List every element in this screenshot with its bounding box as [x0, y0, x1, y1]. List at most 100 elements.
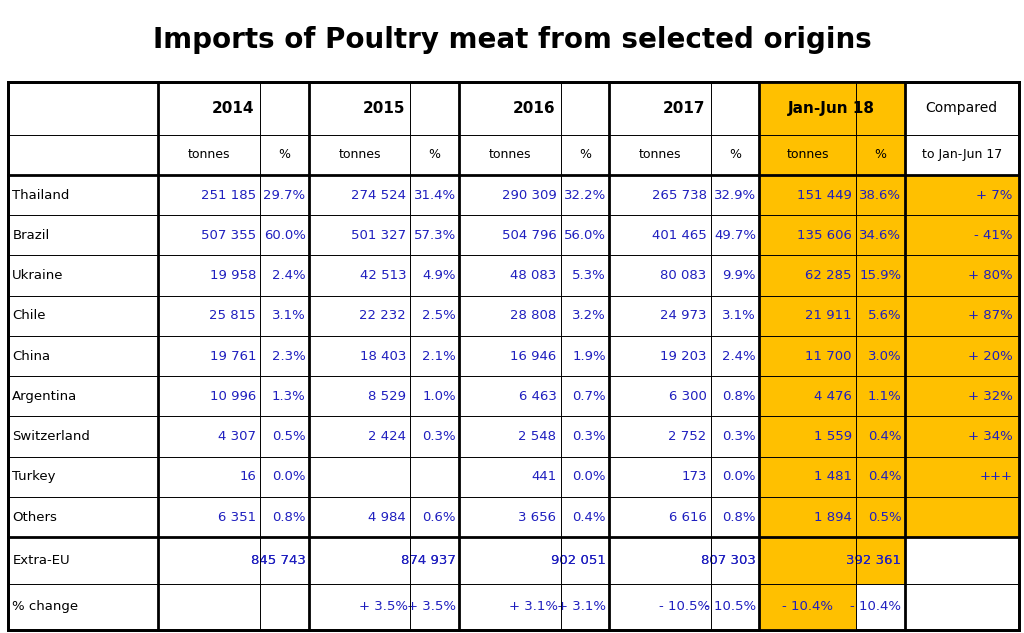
Text: 392 361: 392 361: [847, 554, 901, 567]
Text: 392 361: 392 361: [847, 554, 901, 567]
Text: 19 761: 19 761: [210, 349, 256, 363]
Text: 845 743: 845 743: [251, 554, 305, 567]
Bar: [759, 255, 904, 296]
Text: tonnes: tonnes: [338, 148, 381, 161]
Text: 0.7%: 0.7%: [572, 390, 606, 403]
Text: 15.9%: 15.9%: [859, 269, 901, 282]
Text: 16: 16: [240, 470, 256, 484]
Bar: [759, 135, 904, 175]
Text: 0.8%: 0.8%: [272, 511, 305, 523]
Text: 3 656: 3 656: [518, 511, 556, 523]
Text: China: China: [12, 349, 50, 363]
Text: 22 232: 22 232: [359, 310, 407, 322]
Text: 504 796: 504 796: [502, 229, 556, 242]
Text: 507 355: 507 355: [201, 229, 256, 242]
Text: - 10.4%: - 10.4%: [782, 600, 834, 613]
Text: + 7%: + 7%: [976, 189, 1013, 201]
Text: Others: Others: [12, 511, 57, 523]
Text: 807 303: 807 303: [701, 554, 756, 567]
Text: 0.0%: 0.0%: [572, 470, 606, 484]
Text: 28 808: 28 808: [510, 310, 556, 322]
Text: 4 307: 4 307: [218, 430, 256, 443]
Text: 2.3%: 2.3%: [271, 349, 305, 363]
Text: Compared: Compared: [926, 101, 997, 115]
Text: 0.3%: 0.3%: [422, 430, 456, 443]
Text: %: %: [579, 148, 591, 161]
Text: 32.9%: 32.9%: [714, 189, 756, 201]
Text: 3.2%: 3.2%: [572, 310, 606, 322]
Text: 2 424: 2 424: [369, 430, 407, 443]
Text: + 34%: + 34%: [968, 430, 1013, 443]
Bar: [759, 584, 856, 630]
Text: 6 351: 6 351: [218, 511, 256, 523]
Text: 807 303: 807 303: [701, 554, 756, 567]
Text: 49.7%: 49.7%: [714, 229, 756, 242]
Text: 56.0%: 56.0%: [564, 229, 606, 242]
Text: 2017: 2017: [663, 101, 706, 116]
Text: 151 449: 151 449: [797, 189, 852, 201]
Text: 2 752: 2 752: [669, 430, 707, 443]
Text: Chile: Chile: [12, 310, 46, 322]
Text: Jan-Jun 18: Jan-Jun 18: [788, 101, 876, 116]
Text: 0.8%: 0.8%: [723, 511, 756, 523]
Text: 25 815: 25 815: [210, 310, 256, 322]
Text: 21 911: 21 911: [805, 310, 852, 322]
Text: Extra-EU: Extra-EU: [12, 554, 70, 567]
Text: 10 996: 10 996: [210, 390, 256, 403]
Text: 2 548: 2 548: [518, 430, 556, 443]
Text: Turkey: Turkey: [12, 470, 55, 484]
Text: 1.9%: 1.9%: [572, 349, 606, 363]
Text: 5.3%: 5.3%: [572, 269, 606, 282]
Text: 1.3%: 1.3%: [271, 390, 305, 403]
Text: 0.4%: 0.4%: [868, 430, 901, 443]
Text: 0.6%: 0.6%: [422, 511, 456, 523]
Bar: [759, 497, 904, 537]
Text: 902 051: 902 051: [551, 554, 606, 567]
Text: 441: 441: [531, 470, 556, 484]
Text: 3.0%: 3.0%: [867, 349, 901, 363]
Bar: [8, 82, 1019, 630]
Text: 0.3%: 0.3%: [723, 430, 756, 443]
Bar: [759, 376, 904, 417]
Text: tonnes: tonnes: [188, 148, 230, 161]
Bar: [759, 457, 904, 497]
Text: 1.0%: 1.0%: [422, 390, 456, 403]
Text: %: %: [729, 148, 741, 161]
Text: 0.4%: 0.4%: [572, 511, 606, 523]
Text: 2.5%: 2.5%: [422, 310, 456, 322]
Text: 902 051: 902 051: [551, 554, 606, 567]
Text: 265 738: 265 738: [651, 189, 707, 201]
Text: 42 513: 42 513: [359, 269, 407, 282]
Text: 19 958: 19 958: [210, 269, 256, 282]
Bar: [904, 497, 1019, 537]
Text: + 32%: + 32%: [968, 390, 1013, 403]
Bar: [759, 296, 904, 336]
Text: 2016: 2016: [513, 101, 555, 116]
Text: 62 285: 62 285: [806, 269, 852, 282]
Text: 0.5%: 0.5%: [272, 430, 305, 443]
Text: 0.3%: 0.3%: [572, 430, 606, 443]
Text: 2014: 2014: [212, 101, 255, 116]
Text: + 3.1%: + 3.1%: [509, 600, 558, 613]
Bar: [904, 457, 1019, 497]
Text: 501 327: 501 327: [351, 229, 407, 242]
Text: 0.8%: 0.8%: [723, 390, 756, 403]
Text: 0.5%: 0.5%: [867, 511, 901, 523]
Text: 401 465: 401 465: [652, 229, 707, 242]
Text: 1 481: 1 481: [814, 470, 852, 484]
Text: + 20%: + 20%: [968, 349, 1013, 363]
Text: 31.4%: 31.4%: [414, 189, 456, 201]
Bar: [904, 215, 1019, 255]
Text: 32.2%: 32.2%: [563, 189, 606, 201]
Text: 19 203: 19 203: [660, 349, 707, 363]
Text: 251 185: 251 185: [201, 189, 256, 201]
Text: 135 606: 135 606: [797, 229, 852, 242]
Bar: [759, 175, 904, 215]
Text: 274 524: 274 524: [351, 189, 407, 201]
Bar: [759, 82, 904, 135]
Text: 173: 173: [681, 470, 707, 484]
Text: 0.0%: 0.0%: [723, 470, 756, 484]
Text: Brazil: Brazil: [12, 229, 49, 242]
Text: 3.1%: 3.1%: [722, 310, 756, 322]
Text: 4 476: 4 476: [814, 390, 852, 403]
